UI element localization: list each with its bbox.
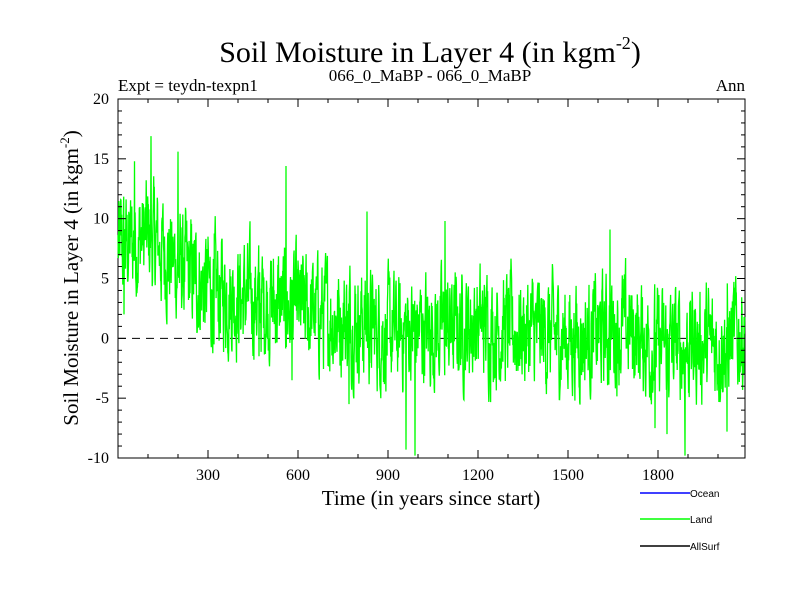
x-tick-label: 300 [196, 467, 220, 484]
chart-title-text: Soil Moisture in Layer 4 (in kgm [219, 36, 616, 69]
y-tick-label: 0 [101, 330, 109, 347]
chart-title-close: ) [631, 36, 641, 69]
x-tick-label: 1800 [642, 467, 674, 484]
y-axis-label-close: ) [59, 130, 83, 137]
series-line-land [117, 136, 746, 456]
x-tick-label: 1200 [462, 467, 494, 484]
y-tick-label: 5 [101, 271, 109, 288]
season-label: Ann [716, 76, 746, 95]
subtitle-label: 066_0_MaBP - 066_0_MaBP [329, 66, 531, 85]
x-tick-label: 1500 [552, 467, 584, 484]
legend: Ocean Land AllSurf [640, 489, 720, 553]
y-axis-label-sup: -2 [57, 137, 72, 148]
expt-label: Expt = teydn-texpn1 [118, 76, 258, 95]
legend-label-allsurf: AllSurf [690, 542, 720, 553]
y-tick-label: 15 [93, 151, 109, 168]
y-axis-label: Soil Moisture in Layer 4 (in kgm-2) [57, 130, 83, 425]
chart-title-sup: -2 [616, 33, 631, 53]
legend-label-ocean: Ocean [690, 489, 719, 500]
y-tick-label: -10 [88, 450, 109, 467]
x-axis-label: Time (in years since start) [322, 486, 541, 510]
y-tick-label: 20 [93, 91, 109, 108]
y-tick-label: -5 [96, 390, 109, 407]
y-tick-label: 10 [93, 211, 109, 228]
legend-label-land: Land [690, 515, 712, 526]
x-tick-label: 600 [286, 467, 310, 484]
y-axis-label-text: Soil Moisture in Layer 4 (in kgm [59, 148, 83, 426]
x-tick-label: 900 [376, 467, 400, 484]
chart-title: Soil Moisture in Layer 4 (in kgm-2) [219, 33, 641, 69]
